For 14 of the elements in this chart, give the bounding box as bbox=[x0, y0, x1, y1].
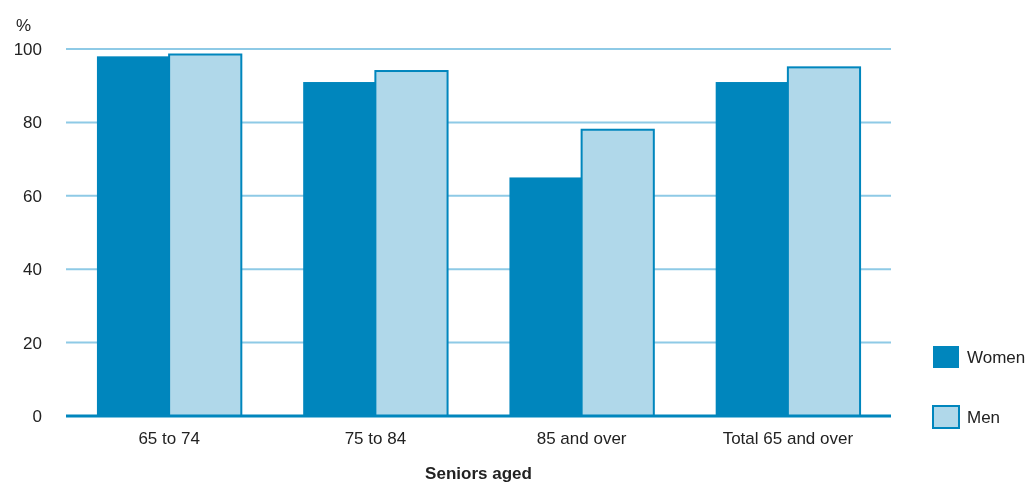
y-tick-label: 0 bbox=[32, 406, 42, 426]
legend-label: Women bbox=[967, 347, 1026, 367]
x-tick-label: 75 to 84 bbox=[344, 429, 407, 448]
legend-label: Men bbox=[967, 407, 1001, 427]
y-tick-label: 20 bbox=[23, 333, 42, 353]
x-axis-title: Seniors aged bbox=[425, 464, 532, 483]
x-tick-label: Total 65 and over bbox=[722, 429, 854, 448]
x-tick-label: 85 and over bbox=[536, 429, 627, 448]
y-axis-title: % bbox=[16, 16, 32, 35]
y-tick-label: 40 bbox=[23, 260, 42, 280]
y-tick-label: 80 bbox=[23, 113, 42, 133]
x-tick-label: 65 to 74 bbox=[138, 429, 200, 448]
y-tick-label: 60 bbox=[23, 186, 42, 206]
y-tick-label: 100 bbox=[13, 39, 42, 59]
